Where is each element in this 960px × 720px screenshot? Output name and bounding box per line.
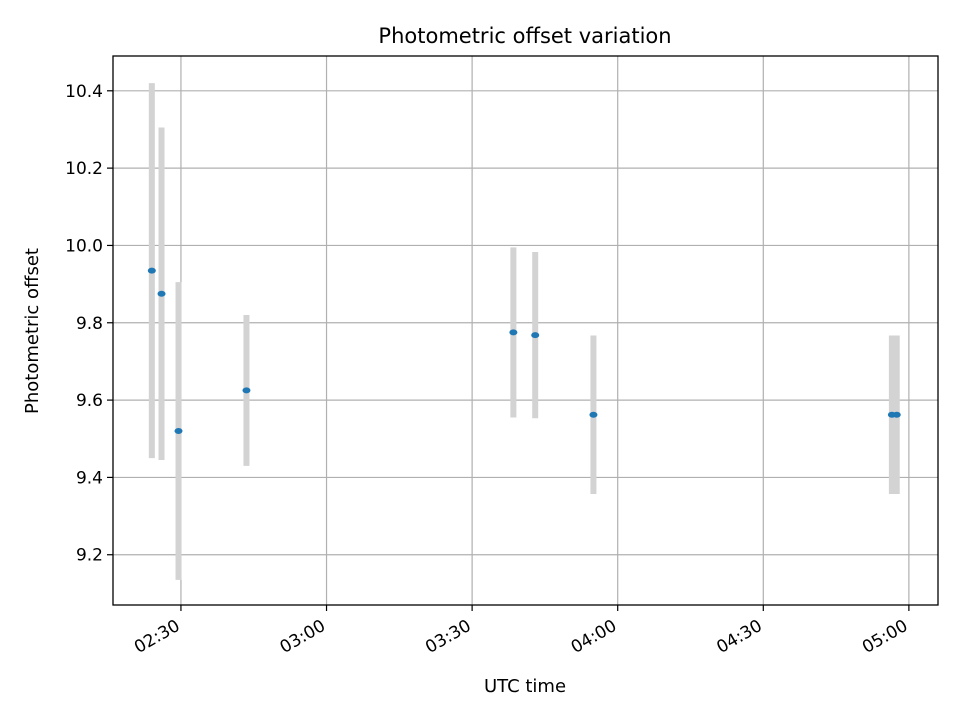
y-axis-label: Photometric offset xyxy=(22,248,43,414)
data-point xyxy=(892,411,901,418)
y-tick-label: 10.2 xyxy=(65,159,103,179)
data-point xyxy=(147,267,156,274)
grid xyxy=(113,56,938,605)
y-tick-label: 10.4 xyxy=(65,82,103,102)
y-tick-label: 9.2 xyxy=(76,546,103,566)
data-point xyxy=(589,411,598,418)
data-point xyxy=(509,329,518,336)
data-points xyxy=(147,267,901,435)
data-point xyxy=(242,387,251,394)
data-point xyxy=(531,332,540,339)
y-axis-ticks: 9.2 9.4 9.6 9.8 10.0 10.2 10.4 xyxy=(65,82,113,566)
chart-title: Photometric offset variation xyxy=(378,24,671,48)
data-point xyxy=(157,290,166,297)
x-axis-label: UTC time xyxy=(484,676,566,697)
plot-frame xyxy=(112,55,939,606)
data-point xyxy=(174,428,183,435)
y-tick-label: 9.8 xyxy=(76,314,103,334)
y-tick-label: 9.6 xyxy=(76,391,103,411)
y-tick-label: 9.4 xyxy=(76,468,103,488)
y-tick-label: 10.0 xyxy=(65,236,103,256)
